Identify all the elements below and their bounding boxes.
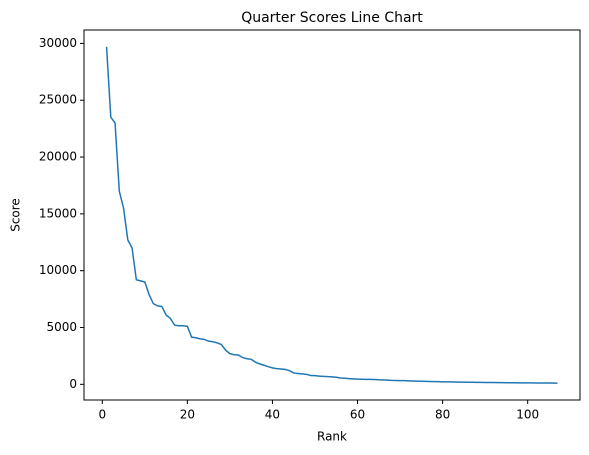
y-tick-label: 15000 — [39, 206, 77, 220]
y-tick-label: 25000 — [39, 93, 77, 107]
x-tick-label: 60 — [350, 408, 365, 422]
plot-frame — [83, 29, 581, 401]
chart-title: Quarter Scores Line Chart — [241, 10, 423, 26]
x-tick-label: 20 — [180, 408, 195, 422]
y-tick-label: 0 — [69, 377, 77, 391]
y-tick-label: 10000 — [39, 263, 77, 277]
y-tick-label: 20000 — [39, 150, 77, 164]
x-tick-label: 40 — [265, 408, 280, 422]
x-tick-label: 0 — [98, 408, 106, 422]
x-tick-label: 80 — [435, 408, 450, 422]
y-axis-label: Score — [9, 198, 23, 232]
x-tick-label: 100 — [516, 408, 539, 422]
x-axis-label: Rank — [317, 430, 347, 444]
line — [105, 46, 558, 384]
y-tick-label: 5000 — [46, 320, 77, 334]
y-tick-label: 30000 — [39, 36, 77, 50]
